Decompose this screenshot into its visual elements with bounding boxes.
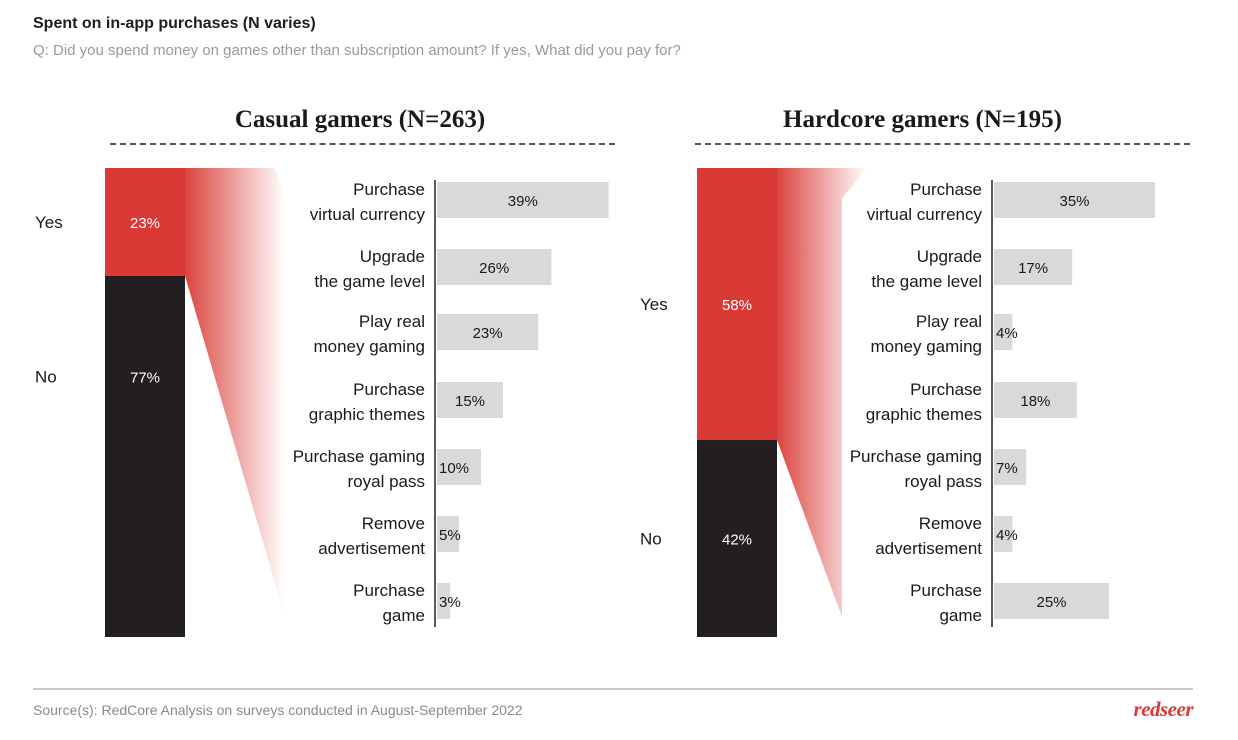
hardcore-bar-value-label: 17%	[1018, 260, 1048, 277]
casual-yes-value: 23%	[130, 215, 160, 232]
casual-category-label: the game level	[314, 272, 425, 291]
hardcore-bar	[994, 314, 1013, 350]
casual-category-label: Remove	[362, 514, 425, 533]
hardcore-yes-value: 58%	[722, 297, 752, 314]
hardcore-gamers-chart: 58% 42% Yes No 35% Purchase virtual currency 17…	[640, 168, 1155, 637]
casual-bar	[437, 382, 503, 418]
hardcore-title-divider	[695, 143, 1190, 145]
hardcore-gamers-panel: Hardcore gamers (N=195) 58% 42% Yes No 35% Pu…	[640, 100, 1195, 660]
redseer-logo: redseer	[1133, 697, 1194, 721]
hardcore-bar	[994, 583, 1109, 619]
casual-category-label: Purchase	[353, 581, 425, 600]
casual-category-label: Upgrade	[360, 247, 425, 266]
hardcore-category-label: graphic themes	[866, 405, 982, 424]
hardcore-bar	[994, 449, 1027, 485]
hardcore-category-label: money gaming	[870, 337, 982, 356]
hardcore-bar	[994, 249, 1073, 285]
hardcore-no-label: No	[640, 530, 662, 549]
casual-category-label: advertisement	[318, 539, 425, 558]
hardcore-category-label: game	[939, 606, 982, 625]
hardcore-bar-value-label: 4%	[996, 527, 1018, 544]
casual-bar	[437, 516, 459, 552]
casual-bar	[437, 449, 481, 485]
casual-category-label: virtual currency	[310, 205, 426, 224]
casual-bar	[437, 249, 552, 285]
hardcore-category-label: Purchase gaming	[850, 447, 982, 466]
hardcore-yes-segment	[697, 168, 777, 441]
casual-no-segment	[105, 275, 185, 637]
casual-category-label: Purchase	[353, 180, 425, 199]
hardcore-category-label: Purchase	[910, 180, 982, 199]
casual-bar-value-label: 3%	[439, 594, 461, 611]
casual-gamers-panel: Casual gamers (N=263) 23% 77% Yes No 39% Purc…	[35, 100, 615, 660]
casual-bar	[437, 182, 609, 218]
hardcore-category-label: the game level	[871, 272, 982, 291]
hardcore-bar-value-label: 35%	[1059, 193, 1089, 210]
hardcore-category-label: Remove	[919, 514, 982, 533]
hardcore-bar-value-label: 4%	[996, 325, 1018, 342]
casual-category-label: Purchase gaming	[293, 447, 425, 466]
hardcore-category-label: Upgrade	[917, 247, 982, 266]
hardcore-bar-value-label: 25%	[1036, 594, 1066, 611]
casual-bar	[437, 583, 451, 619]
casual-bar-value-label: 5%	[439, 527, 461, 544]
hardcore-bar-value-label: 18%	[1020, 393, 1050, 410]
hardcore-bar	[994, 182, 1155, 218]
casual-bar-value-label: 26%	[479, 260, 509, 277]
casual-category-label: graphic themes	[309, 405, 425, 424]
hardcore-bar	[994, 516, 1013, 552]
casual-category-label: money gaming	[313, 337, 425, 356]
source-note: Source(s): RedCore Analysis on surveys c…	[33, 702, 523, 718]
casual-category-label: game	[382, 606, 425, 625]
casual-no-value: 77%	[130, 369, 160, 386]
casual-bar-value-label: 15%	[455, 393, 485, 410]
casual-category-label: Play real	[359, 312, 425, 331]
page-title: Spent on in-app purchases (N varies)	[33, 15, 316, 32]
hardcore-category-label: Play real	[916, 312, 982, 331]
casual-category-label: royal pass	[348, 472, 425, 491]
casual-bar-value-label: 23%	[473, 325, 503, 342]
casual-category-label: Purchase	[353, 380, 425, 399]
hardcore-category-label: Purchase	[910, 581, 982, 600]
casual-bar	[437, 314, 539, 350]
hardcore-category-label: royal pass	[905, 472, 982, 491]
footer-divider	[33, 688, 1193, 690]
hardcore-category-label: advertisement	[875, 539, 982, 558]
casual-bar-value-label: 39%	[508, 193, 538, 210]
hardcore-bar	[994, 382, 1077, 418]
casual-bar-value-label: 10%	[439, 460, 469, 477]
hardcore-category-label: virtual currency	[867, 205, 983, 224]
casual-no-label: No	[35, 367, 57, 386]
casual-title-divider	[110, 143, 615, 145]
hardcore-bar-value-label: 7%	[996, 460, 1018, 477]
casual-yes-label: Yes	[35, 213, 63, 232]
page-subtitle: Q: Did you spend money on games other th…	[33, 42, 681, 59]
hardcore-no-value: 42%	[722, 532, 752, 549]
casual-funnel	[185, 168, 285, 617]
hardcore-no-segment	[697, 440, 777, 637]
casual-gamers-title: Casual gamers (N=263)	[234, 106, 486, 133]
hardcore-funnel	[777, 168, 867, 617]
casual-yes-segment	[105, 168, 185, 276]
hardcore-category-label: Purchase	[910, 380, 982, 399]
hardcore-gamers-title: Hardcore gamers (N=195)	[783, 106, 1062, 133]
hardcore-yes-label: Yes	[640, 295, 668, 314]
casual-gamers-chart: 23% 77% Yes No 39% Purchase virtual currency 26…	[35, 168, 609, 637]
